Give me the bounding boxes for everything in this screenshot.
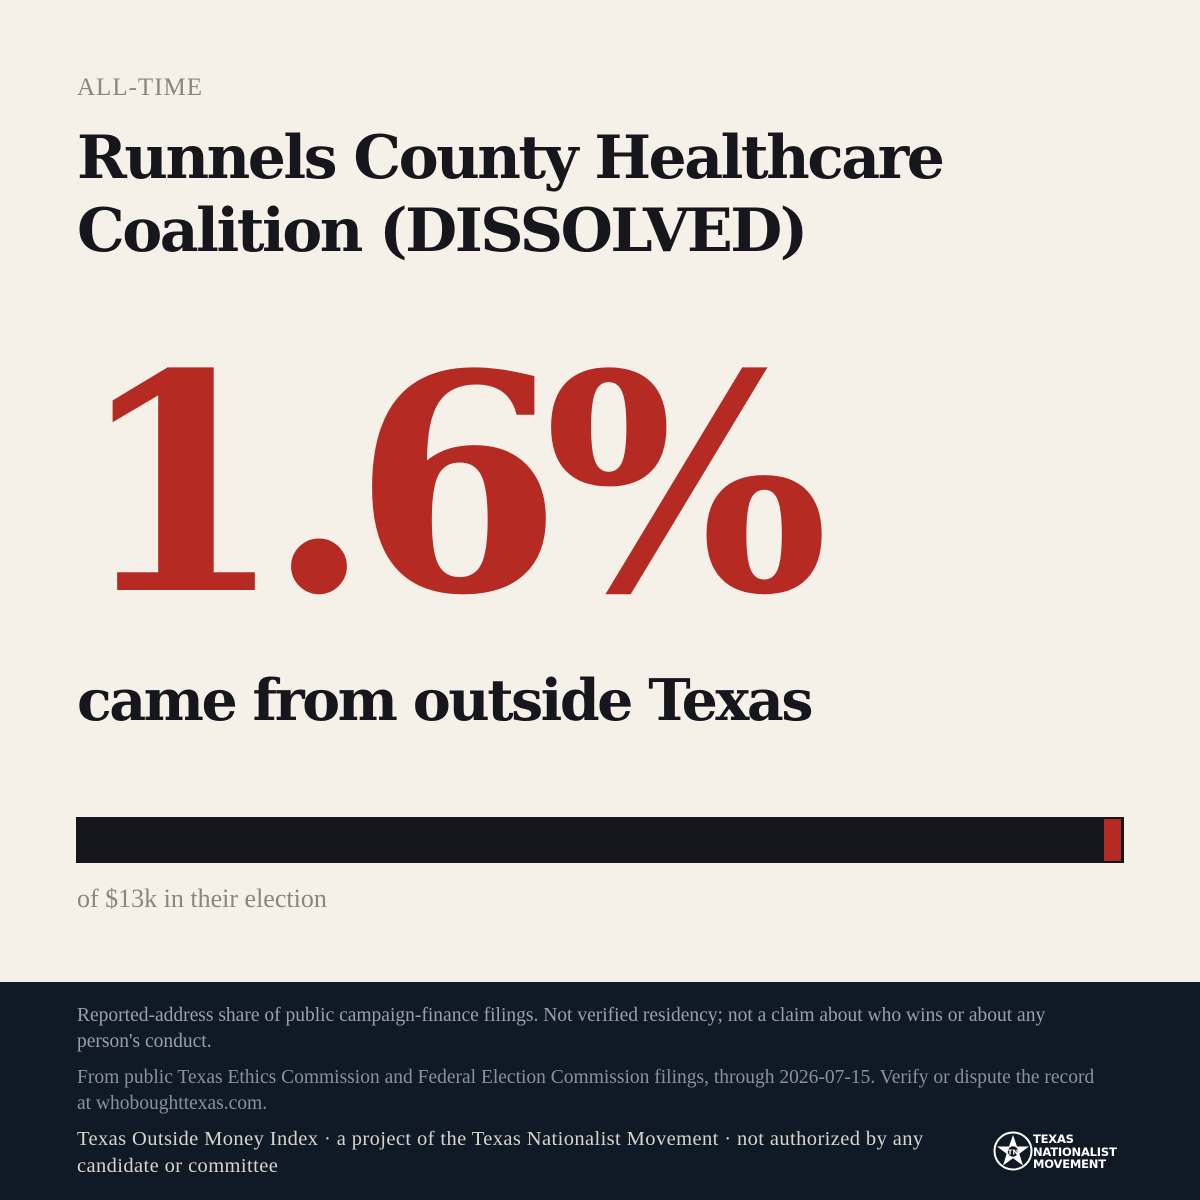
stat-caption: came from outside Texas: [77, 667, 813, 734]
outside-share-percent: 1.6%: [76, 308, 829, 661]
share-bar-fill: [1104, 819, 1121, 861]
period-label: ALL-TIME: [77, 74, 204, 101]
logo-wordmark: TEXAS NATIONALIST MOVEMENT: [1033, 1132, 1117, 1171]
tnm-logo: TN TEXAS NATIONALIST MOVEMENT: [993, 1131, 1125, 1173]
star-seal-icon: TN: [993, 1131, 1033, 1171]
svg-text:TN: TN: [1008, 1149, 1019, 1157]
disclaimer-note: Reported-address share of public campaig…: [77, 1005, 1046, 1052]
committee-title: Runnels County Healthcare Coalition (DIS…: [77, 123, 945, 266]
share-bar: [76, 817, 1124, 863]
source-note: From public Texas Ethics Commission and …: [77, 1067, 1095, 1114]
credit-line: Texas Outside Money Index · a project of…: [77, 1128, 924, 1177]
bar-subtitle: of $13k in their election: [77, 884, 327, 913]
